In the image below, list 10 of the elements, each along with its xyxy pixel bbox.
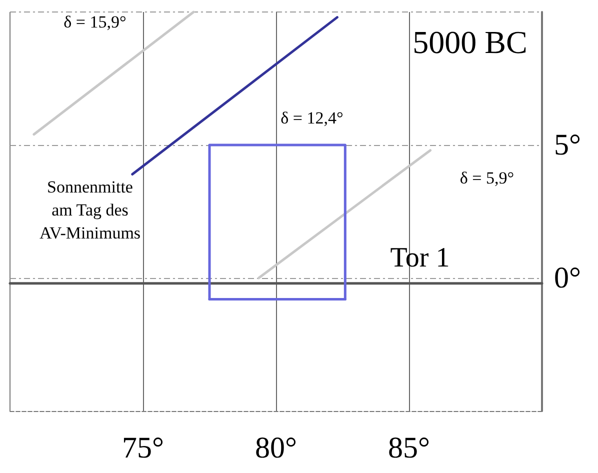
annotation: Sonnenmitte am Tag des AV-Minimums xyxy=(39,178,141,242)
y-tick-label: 5° xyxy=(554,128,581,162)
y-tick-label: 0° xyxy=(554,262,581,294)
annotation: δ = 15,9° xyxy=(64,12,126,32)
annotation: δ = 12,4° xyxy=(280,108,344,128)
annotation: 5000 BC xyxy=(412,24,528,60)
x-tick-label: 80° xyxy=(255,432,297,464)
x-tick-label: 75° xyxy=(122,432,164,464)
x-tick-label: 85° xyxy=(388,432,430,464)
annotation: δ = 5,9° xyxy=(460,168,514,188)
